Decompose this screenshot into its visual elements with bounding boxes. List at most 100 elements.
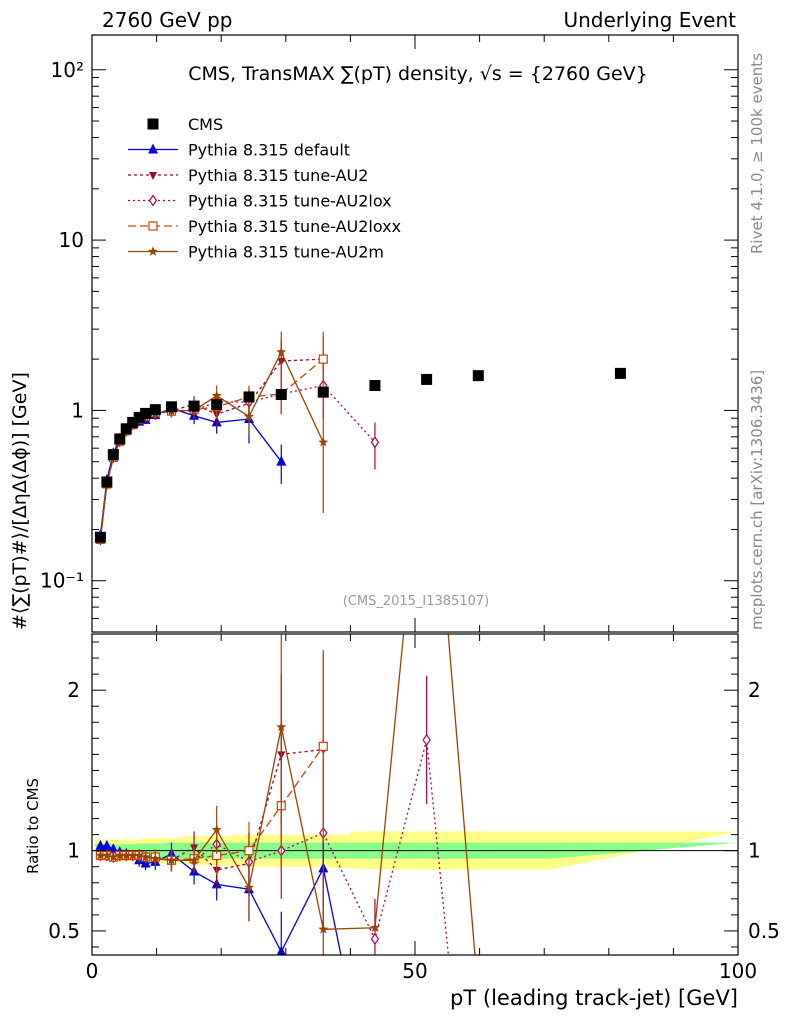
series-au2lox <box>96 362 380 546</box>
data-point <box>275 388 287 400</box>
series-au2m <box>95 331 329 544</box>
ratio-point <box>244 882 254 892</box>
ratio-tick-label-right: 1 <box>748 839 761 863</box>
ratio-point <box>211 824 222 834</box>
data-point <box>421 373 433 385</box>
ratio-line-default <box>100 845 342 955</box>
watermark: (CMS_2015_I1385107) <box>343 594 490 609</box>
ratio-series-au2m <box>95 634 476 955</box>
y-axis-label-main: #⟨∑(pT)#⟩/[ΔηΔ(Δϕ)] [GeV] <box>9 372 31 630</box>
ratio-point <box>101 839 112 850</box>
legend-item-au2m: Pythia 8.315 tune-AU2m <box>128 243 384 262</box>
data-point <box>188 400 200 412</box>
series-au2loxx <box>95 331 328 544</box>
y-tick-label: 10² <box>51 58 84 82</box>
data-point <box>127 416 139 428</box>
ratio-point <box>276 945 286 955</box>
ratio-tick-label-right: 0.5 <box>748 919 780 943</box>
ratio-point <box>244 846 254 856</box>
legend-label: Pythia 8.315 default <box>188 141 350 160</box>
legend-marker <box>148 194 158 207</box>
ratio-point <box>95 850 106 860</box>
ratio-tick-label: 1 <box>67 839 80 863</box>
legend-item-au2lox: Pythia 8.315 tune-AU2lox <box>128 192 392 211</box>
data-point <box>107 449 119 461</box>
y-tick-label: 10⁻¹ <box>40 569 84 593</box>
data-point <box>114 433 126 445</box>
ratio-frame <box>91 633 739 956</box>
x-axis-label: pT (leading track-jet) [GeV] <box>450 986 738 1010</box>
ratio-tick-label: 2 <box>67 678 80 702</box>
ratio-point <box>95 839 106 850</box>
ratio-point <box>422 733 431 746</box>
ratio-point <box>134 850 145 860</box>
ratio-point <box>189 855 199 865</box>
ratio-tick-label-right: 2 <box>748 678 761 702</box>
header-left: 2760 GeV pp <box>102 8 233 32</box>
ratio-point <box>318 924 329 934</box>
x-tick-label: 50 <box>402 959 427 983</box>
data-point <box>318 354 328 364</box>
legend-marker <box>148 143 158 154</box>
legend-label: Pythia 8.315 tune-AU2 <box>188 166 368 185</box>
chart-title: CMS, TransMAX ∑(pT) density, √s = {2760 … <box>188 63 648 85</box>
series-cms <box>94 367 626 543</box>
x-tick-label: 0 <box>86 959 99 983</box>
ratio-point <box>166 855 177 865</box>
data-point <box>211 399 223 411</box>
data-point <box>614 367 626 379</box>
data-point <box>149 404 161 416</box>
data-point <box>94 531 106 543</box>
legend-label: Pythia 8.315 tune-AU2lox <box>188 192 392 211</box>
data-point <box>120 423 132 435</box>
series-default <box>95 400 287 540</box>
y-tick-label: 1 <box>71 398 84 422</box>
ratio-point <box>127 850 138 860</box>
ratio-point <box>140 851 151 862</box>
legend-marker <box>147 118 159 130</box>
legend-marker <box>148 221 158 231</box>
legend-label: Pythia 8.315 tune-AU2m <box>188 243 384 262</box>
legend-item-cms: CMS <box>147 115 223 134</box>
data-point <box>101 476 113 488</box>
ratio-point <box>150 853 161 863</box>
data-point <box>133 411 145 423</box>
legend-marker <box>148 246 158 256</box>
ratio-point <box>108 843 119 854</box>
ratio-point <box>318 741 328 751</box>
data-point <box>370 436 380 449</box>
y-axis-label-ratio: Ratio to CMS <box>24 778 42 874</box>
data-point <box>140 407 152 419</box>
ratio-point <box>114 850 125 860</box>
ratio-series-default <box>95 804 342 955</box>
ratio-point <box>121 850 132 860</box>
series-au2 <box>96 336 328 545</box>
series-line-au2loxx <box>99 358 324 540</box>
legend-label: Pythia 8.315 tune-AU2loxx <box>188 217 401 236</box>
legend-marker <box>149 172 157 180</box>
legend-item-au2loxx: Pythia 8.315 tune-AU2loxx <box>128 217 401 236</box>
ratio-point <box>370 932 380 945</box>
ratio-point <box>276 721 287 732</box>
legend-item-default: Pythia 8.315 default <box>128 141 350 160</box>
ratio-point <box>108 851 119 862</box>
data-point <box>244 411 254 421</box>
ratio-point <box>370 922 380 932</box>
data-point <box>276 455 287 466</box>
ratio-tick-label: 0.5 <box>48 919 80 943</box>
y-tick-label: 10 <box>59 228 84 252</box>
data-point <box>165 401 177 413</box>
series-line-au2 <box>99 358 324 540</box>
data-point <box>211 390 222 400</box>
data-point <box>317 386 329 398</box>
x-tick-label: 100 <box>719 959 757 983</box>
ratio-point <box>101 850 112 860</box>
header-right: Underlying Event <box>563 8 736 32</box>
legend-item-au2: Pythia 8.315 tune-AU2 <box>128 166 368 185</box>
legend-label: CMS <box>188 115 223 134</box>
data-point <box>276 346 287 357</box>
data-point <box>318 437 329 447</box>
data-point <box>243 391 255 403</box>
series-line-au2m <box>99 350 324 540</box>
